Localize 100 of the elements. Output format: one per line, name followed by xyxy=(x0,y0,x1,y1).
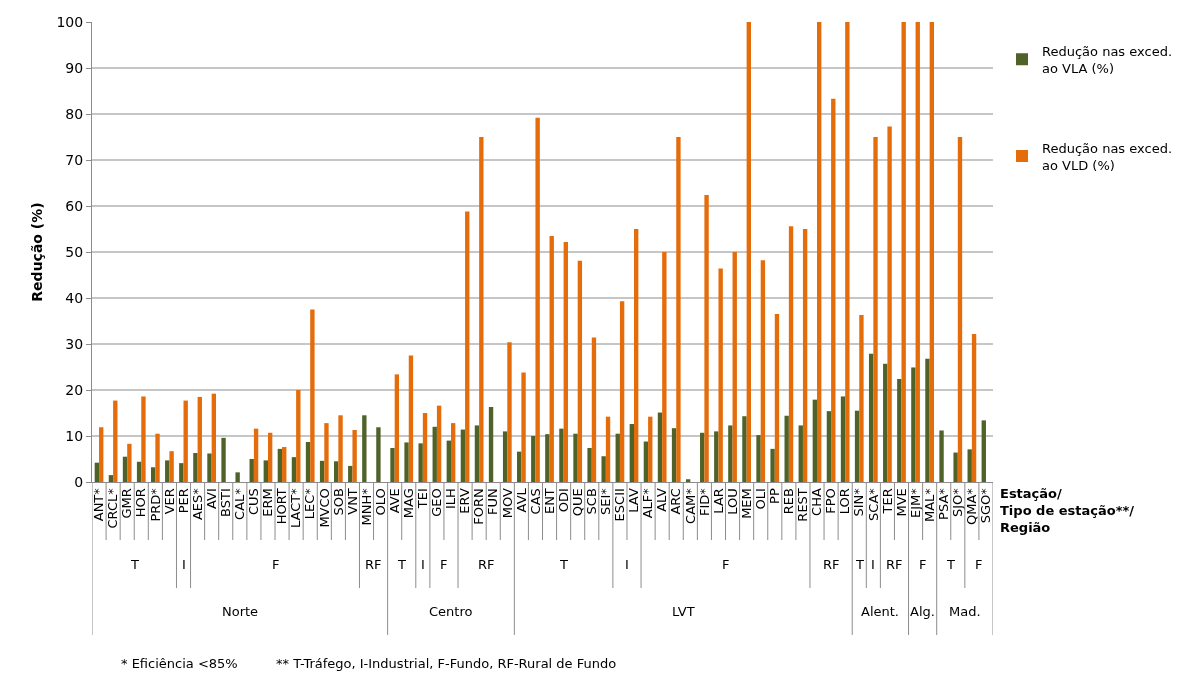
bar xyxy=(535,117,540,482)
x-tick-label: MEM xyxy=(738,488,754,519)
bar xyxy=(507,342,512,482)
x-tick-label: GMR xyxy=(119,488,135,519)
x-tick-label: CAM* xyxy=(682,487,698,524)
x-tick-label: CAS xyxy=(527,488,543,515)
bar xyxy=(784,415,789,482)
bar xyxy=(127,443,132,482)
bar xyxy=(531,436,536,482)
bar xyxy=(99,427,104,482)
x-tick-label: MVE xyxy=(893,488,909,517)
bar xyxy=(450,423,456,482)
x-tick-label: SCA* xyxy=(865,487,881,521)
bar xyxy=(911,367,916,482)
bar xyxy=(155,433,160,482)
bar xyxy=(925,358,930,482)
bar xyxy=(169,451,174,482)
bar xyxy=(873,137,878,482)
bar xyxy=(732,252,737,482)
x-tick-label: BSTI xyxy=(217,488,233,517)
bar xyxy=(150,467,156,482)
x-tick-label: LACT* xyxy=(288,487,304,528)
bar xyxy=(742,416,747,482)
bar xyxy=(324,423,329,482)
bar xyxy=(460,429,466,482)
y-tick-label: 0 xyxy=(74,473,84,490)
bar xyxy=(700,432,705,482)
x-tick-label: GEO xyxy=(429,488,445,517)
x-tick-label: ALF* xyxy=(640,487,656,519)
bar xyxy=(953,452,958,482)
y-tick-label: 50 xyxy=(65,243,84,260)
bar xyxy=(94,462,100,482)
x-tick-label: ANT* xyxy=(91,487,107,522)
bar xyxy=(422,413,428,482)
text: T xyxy=(397,557,406,572)
bar xyxy=(310,309,315,482)
bar xyxy=(113,400,118,482)
x-tick-label: CUS xyxy=(246,488,262,516)
bar xyxy=(573,433,578,482)
bar xyxy=(352,430,357,482)
bar xyxy=(319,460,325,482)
x-tick-label: FUN xyxy=(485,488,501,515)
bar xyxy=(479,137,484,482)
bar xyxy=(939,430,944,482)
bar xyxy=(404,442,409,482)
bar xyxy=(859,315,864,482)
text: T xyxy=(130,557,139,572)
text: * Eficiência <85% xyxy=(121,656,238,671)
bar xyxy=(474,425,480,482)
x-tick-label: MNH* xyxy=(358,487,374,526)
x-tick-label: ERM xyxy=(260,488,276,517)
x-tick-label: SEI* xyxy=(598,487,614,516)
y-tick-label: 40 xyxy=(65,289,84,306)
text: I xyxy=(182,557,186,572)
bar xyxy=(760,260,766,482)
x-tick-label: LOU xyxy=(724,488,740,515)
bar xyxy=(122,456,128,482)
bar xyxy=(671,428,677,482)
bar xyxy=(488,407,494,482)
y-tick-label: 30 xyxy=(65,335,84,352)
bar xyxy=(756,435,761,482)
bar xyxy=(221,437,226,482)
x-axis-title: Estação/ Tipo de estação**/ Região xyxy=(1000,486,1135,535)
bar xyxy=(549,235,554,482)
text: RF xyxy=(886,557,903,572)
bar xyxy=(718,268,723,482)
x-tick-label: ENT xyxy=(541,488,557,515)
bar xyxy=(981,420,986,482)
bar xyxy=(619,301,625,482)
x-tick-label: AVI xyxy=(203,488,219,509)
text: F xyxy=(440,557,448,572)
bar xyxy=(334,461,339,482)
bar xyxy=(235,472,240,482)
bar xyxy=(662,252,667,482)
bar xyxy=(521,372,526,482)
bar xyxy=(840,396,846,482)
legend-label: Redução nas exced. ao VLA (%) xyxy=(1042,43,1173,76)
bar xyxy=(136,461,142,482)
bar xyxy=(868,353,874,482)
bar xyxy=(901,22,906,482)
text: Alg. xyxy=(910,604,935,619)
text: RF xyxy=(823,557,840,572)
x-tick-label: OLI xyxy=(752,488,768,510)
bar xyxy=(704,194,709,482)
bar xyxy=(179,463,184,482)
x-tick-label: TER xyxy=(879,488,895,515)
bar xyxy=(812,399,818,482)
bar xyxy=(591,337,597,482)
bar xyxy=(432,426,437,482)
bar xyxy=(971,333,977,482)
x-tick-label: ERV xyxy=(457,488,473,514)
bar xyxy=(587,447,592,482)
bar xyxy=(577,260,583,482)
bar xyxy=(418,443,423,482)
bar xyxy=(408,355,414,482)
legend-label: Redução nas exced. ao VLD (%) xyxy=(1042,140,1173,173)
text: I xyxy=(625,557,629,572)
bar xyxy=(643,441,649,482)
bar xyxy=(249,459,254,482)
text: Centro xyxy=(429,604,473,619)
